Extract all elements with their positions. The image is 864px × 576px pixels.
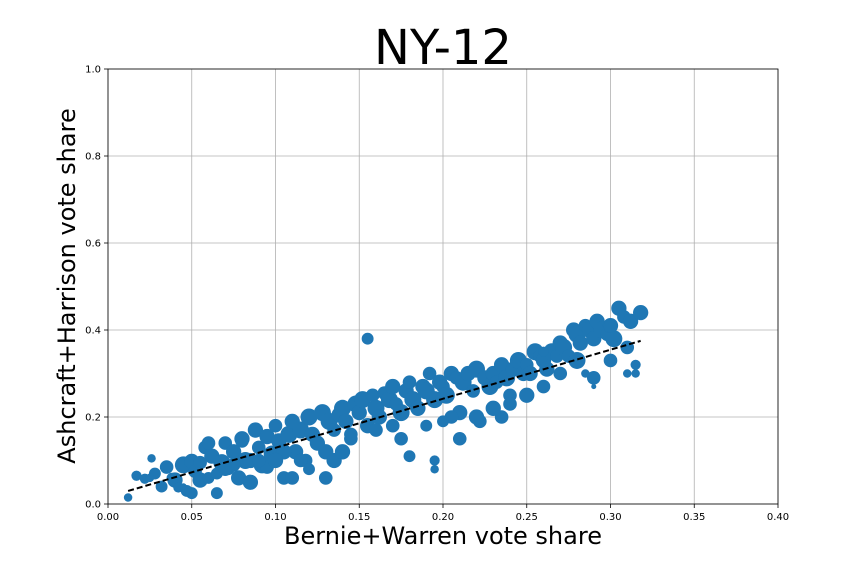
data-point	[394, 431, 408, 446]
data-point	[309, 435, 326, 451]
data-point	[572, 335, 588, 351]
data-point	[631, 369, 640, 378]
data-point	[351, 405, 367, 421]
data-point	[267, 452, 284, 469]
y-tick-label: 0.6	[85, 239, 101, 250]
data-point	[300, 408, 318, 426]
data-point	[365, 388, 380, 403]
data-point	[303, 463, 315, 476]
data-point	[338, 413, 354, 429]
data-point	[179, 483, 187, 490]
data-point	[503, 397, 517, 411]
x-tick-label: 0.05	[181, 512, 203, 523]
x-tick-label: 0.00	[97, 512, 119, 523]
data-point	[591, 384, 597, 390]
data-point	[403, 450, 416, 463]
data-point	[147, 454, 156, 463]
data-point	[385, 418, 400, 433]
data-point	[159, 460, 174, 474]
data-point	[623, 369, 632, 378]
data-point	[185, 487, 198, 500]
data-point	[201, 436, 216, 450]
data-point	[145, 473, 155, 483]
x-tick-label: 0.20	[432, 512, 454, 523]
data-point	[242, 474, 259, 490]
data-point	[603, 353, 618, 368]
data-point	[131, 470, 142, 481]
trendline-layer	[127, 339, 641, 492]
data-point	[234, 431, 250, 447]
grid-lines	[107, 68, 779, 505]
y-tick-label: 0.0	[85, 500, 101, 511]
data-point	[452, 431, 467, 446]
data-point	[410, 400, 426, 416]
data-point	[538, 346, 549, 357]
data-point	[437, 415, 449, 428]
data-point	[334, 444, 351, 460]
trendline	[127, 339, 641, 492]
y-tick-label: 1.0	[85, 65, 101, 76]
data-point	[361, 332, 374, 345]
data-point	[231, 470, 247, 486]
data-point	[218, 462, 233, 477]
x-tick-label: 0.30	[599, 512, 621, 523]
x-tick-label: 0.35	[683, 512, 705, 523]
data-point	[429, 455, 440, 466]
data-point	[285, 471, 300, 485]
data-point	[293, 453, 308, 468]
data-point	[259, 428, 275, 445]
data-point	[334, 399, 351, 417]
x-tick-label: 0.15	[348, 512, 370, 523]
x-tick-label: 0.40	[767, 512, 789, 523]
data-point	[123, 493, 133, 502]
data-point	[193, 455, 207, 470]
y-axis-label: Ashcraft+Harrison vote share	[53, 108, 81, 463]
data-point	[155, 480, 168, 493]
data-point	[586, 371, 601, 385]
data-point	[605, 330, 623, 348]
data-point	[603, 318, 618, 333]
data-point	[568, 351, 586, 369]
data-point	[536, 379, 551, 394]
data-point	[225, 444, 242, 460]
data-point	[422, 366, 437, 381]
data-point	[392, 404, 410, 422]
y-tick-label: 0.8	[85, 152, 101, 163]
data-points	[123, 300, 649, 502]
data-point	[466, 384, 480, 398]
data-point	[430, 464, 439, 474]
data-point	[468, 409, 485, 425]
data-point	[344, 427, 358, 442]
data-point	[247, 422, 264, 438]
data-point	[318, 471, 333, 485]
data-point	[210, 487, 223, 500]
data-point	[327, 423, 341, 437]
data-point	[633, 304, 649, 321]
data-point	[402, 375, 417, 390]
plot-frame	[107, 68, 779, 505]
x-tick-label: 0.10	[264, 512, 286, 523]
data-point	[553, 366, 568, 381]
chart-title: NY-12	[374, 20, 512, 76]
data-point	[420, 419, 433, 432]
data-point	[369, 423, 383, 437]
data-point	[581, 369, 590, 378]
x-axis-label: Bernie+Warren vote share	[284, 522, 602, 550]
data-point	[519, 387, 535, 403]
data-point	[493, 357, 510, 373]
x-tick-label: 0.25	[516, 512, 538, 523]
axis-ticks: 0.00 0.05 0.10 0.15 0.20 0.25 0.30 0.35 0.40 0.0 0…	[85, 65, 789, 524]
data-point	[622, 313, 639, 329]
data-point	[268, 418, 283, 433]
data-point	[385, 378, 401, 395]
data-point	[251, 453, 266, 468]
data-point	[485, 400, 501, 416]
data-point	[630, 359, 641, 370]
y-tick-label: 0.4	[85, 326, 101, 337]
y-tick-label: 0.2	[85, 413, 101, 424]
